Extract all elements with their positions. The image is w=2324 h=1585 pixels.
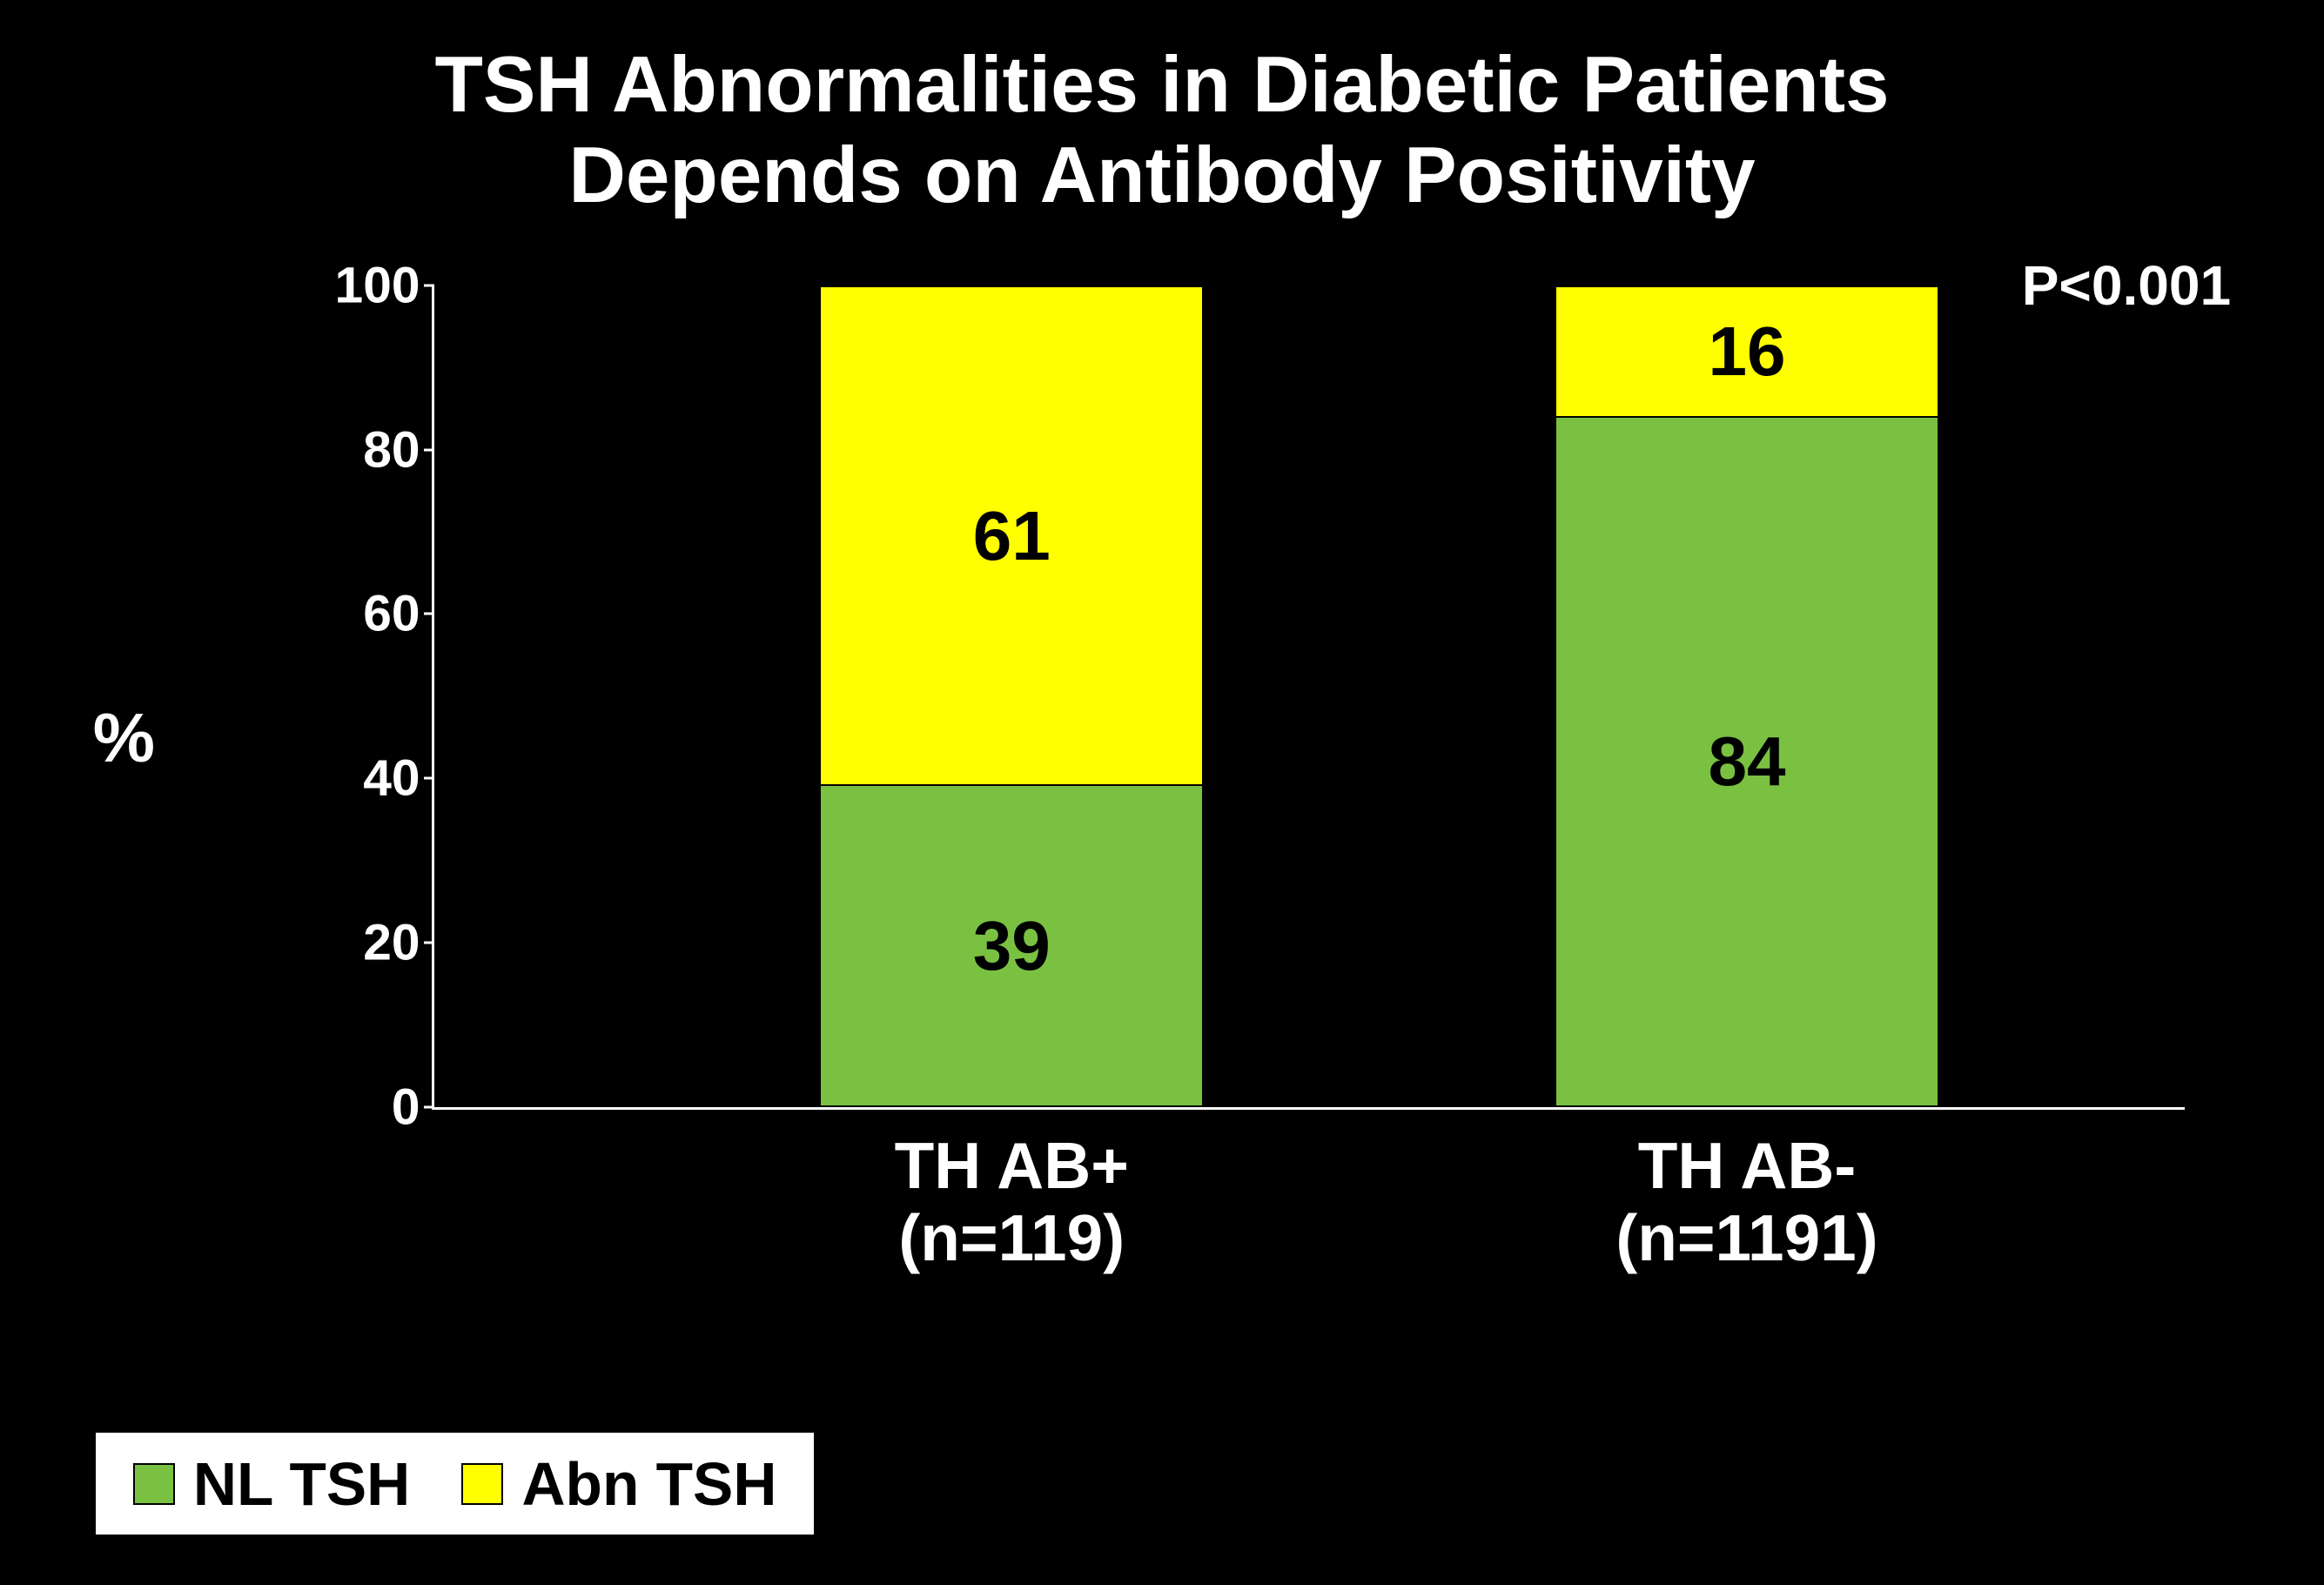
- y-axis-label: %: [93, 697, 155, 778]
- y-tick: [424, 1105, 434, 1108]
- y-tick: [424, 448, 434, 451]
- y-tick-label: 20: [363, 913, 420, 971]
- legend-item-abn-tsh: Abn TSH: [461, 1449, 776, 1519]
- title-line-2: Depends on Antibody Positivity: [0, 131, 2324, 221]
- y-tick-label: 60: [363, 585, 420, 643]
- bar: 8416: [1555, 285, 1939, 1107]
- bar-segment-nl-tsh: 84: [1556, 418, 1938, 1105]
- bar-segment-abn-tsh: 16: [1556, 287, 1938, 418]
- legend-swatch-abn-tsh: [461, 1463, 503, 1505]
- legend: NL TSH Abn TSH: [93, 1430, 816, 1537]
- y-tick-label: 100: [335, 256, 420, 314]
- bar: 3961: [819, 285, 1204, 1107]
- legend-item-nl-tsh: NL TSH: [133, 1449, 411, 1519]
- chart-title: TSH Abnormalities in Diabetic Patients D…: [0, 40, 2324, 222]
- slide: TSH Abnormalities in Diabetic Patients D…: [0, 0, 2324, 1585]
- y-tick-label: 40: [363, 749, 420, 808]
- y-tick: [424, 284, 434, 286]
- legend-swatch-nl-tsh: [133, 1463, 175, 1505]
- bar-segment-abn-tsh: 61: [821, 287, 1202, 786]
- plot-area: 0204060801003961TH AB+(n=119)8416TH AB-(…: [279, 285, 2184, 1110]
- axes: 0204060801003961TH AB+(n=119)8416TH AB-(…: [432, 285, 2185, 1110]
- legend-label-nl-tsh: NL TSH: [193, 1449, 410, 1519]
- y-tick-label: 0: [392, 1078, 420, 1136]
- y-tick: [424, 777, 434, 780]
- title-line-1: TSH Abnormalities in Diabetic Patients: [0, 40, 2324, 131]
- y-tick: [424, 613, 434, 615]
- category-label: TH AB-(n=1191): [1615, 1130, 1877, 1273]
- legend-label-abn-tsh: Abn TSH: [521, 1449, 776, 1519]
- y-tick-label: 80: [363, 420, 420, 479]
- y-tick: [424, 941, 434, 944]
- category-label: TH AB+(n=119): [895, 1130, 1129, 1273]
- bar-segment-nl-tsh: 39: [821, 786, 1202, 1105]
